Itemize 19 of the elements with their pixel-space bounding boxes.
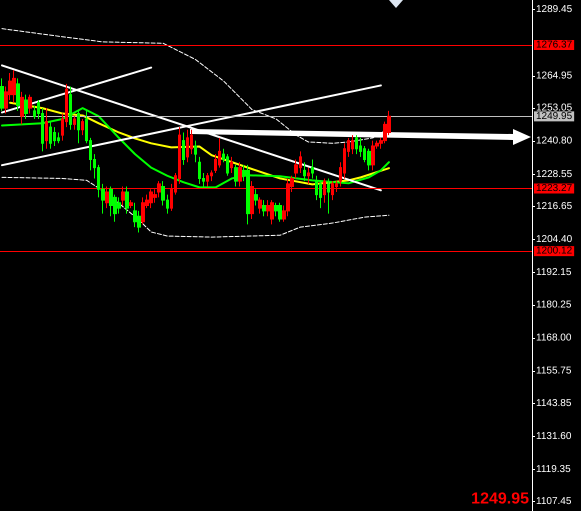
y-tick-label: 1131.60 [536,430,572,442]
y-tick-label: 1119.35 [536,464,572,475]
ref-line-label: 1276.37 [536,39,573,50]
y-tick-label: 1228.55 [536,168,573,180]
ref-line-label: 1223.27 [536,183,573,194]
y-tick-label: 1240.80 [536,136,573,147]
y-tick-label: 1143.85 [536,398,572,409]
ref-line-label: 1200.12 [536,246,573,257]
y-tick-label: 1216.65 [536,200,573,212]
y-tick-label: 1107.45 [536,496,572,508]
annotation: 1249.95 [471,490,530,508]
y-tick-label: 1180.25 [536,299,572,310]
y-tick-label: 1264.95 [536,70,573,82]
y-tick-label: 1192.15 [536,267,572,278]
ref-line-label: 1249.95 [536,110,573,122]
y-tick-label: 1204.40 [536,234,573,246]
y-tick-label: 1168.00 [536,332,572,344]
y-tick-label: 1289.45 [536,4,573,16]
y-tick-label: 1155.75 [536,366,572,377]
